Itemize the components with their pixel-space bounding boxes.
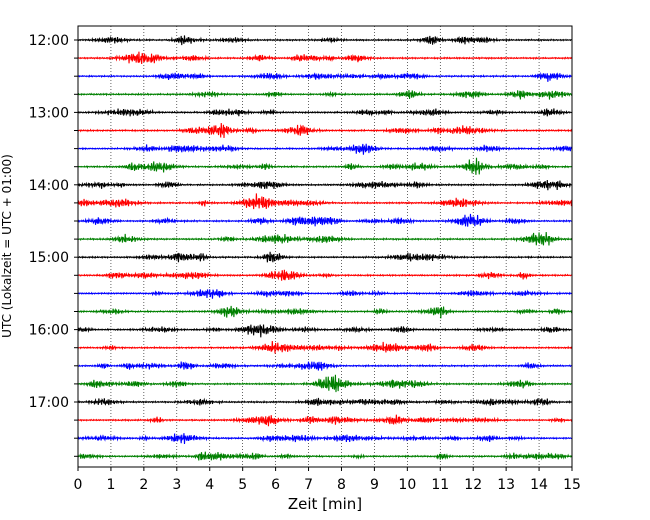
x-tick-label: 2 [139,477,148,493]
x-tick-label: 10 [398,477,416,493]
x-tick-label: 9 [370,477,379,493]
trace-1445 [77,231,573,246]
x-tick-label: 1 [106,477,115,493]
trace-1200 [77,35,573,46]
trace-1315 [77,123,573,138]
y-tick-label: 14:00 [29,178,69,194]
x-tick-label: 7 [304,477,313,493]
x-tick-label: 4 [205,477,214,493]
trace-1215 [77,51,573,65]
y-tick-label: 15:00 [29,250,69,266]
x-tick-label: 13 [497,477,515,493]
trace-1730 [77,433,573,445]
trace-1400 [77,180,573,191]
trace-1345 [77,157,573,175]
trace-1500 [77,251,573,263]
trace-1700 [77,397,573,407]
x-tick-label: 14 [530,477,548,493]
x-axis-label: Zeit [min] [288,495,362,513]
y-tick-label: 12:00 [29,33,69,49]
trace-series [77,35,573,461]
trace-1745 [77,451,573,461]
x-axis-ticks: 0 1 2 3 4 5 6 7 8 9 10 11 12 13 14 15 [74,467,581,493]
trace-1630 [77,361,573,371]
x-tick-label: 5 [238,477,247,493]
y-tick-label: 13:00 [29,105,69,121]
plot-frame [77,25,573,468]
x-tick-label: 6 [271,477,280,493]
x-tick-label: 11 [431,477,449,493]
x-tick-label: 0 [74,477,83,493]
trace-1545 [77,305,573,319]
y-axis-label: UTC (Lokalzeit = UTC + 01:00) [0,154,14,338]
trace-1600 [77,324,573,338]
trace-1645 [77,374,573,393]
trace-1230 [77,71,573,82]
y-axis-ticks: 12:00 13:00 14:00 15:00 16:00 17:00 [29,33,78,457]
y-tick-label: 16:00 [29,323,69,339]
trace-1415 [77,193,573,210]
y-tick-label: 17:00 [29,395,69,411]
trace-1430 [77,213,573,227]
trace-1530 [77,289,573,299]
trace-1715 [77,414,573,427]
trace-1515 [77,269,573,281]
x-tick-label: 3 [172,477,181,493]
x-tick-label: 12 [464,477,482,493]
x-tick-label: 15 [563,477,581,493]
trace-1330 [77,143,573,155]
trace-1300 [77,108,573,117]
x-tick-label: 8 [337,477,346,493]
trace-1615 [77,340,573,354]
trace-1245 [77,90,573,100]
